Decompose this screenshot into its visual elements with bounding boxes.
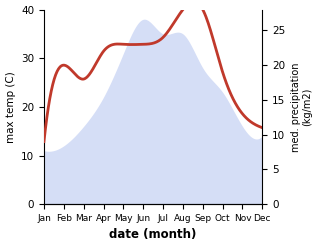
Y-axis label: max temp (C): max temp (C): [5, 71, 16, 143]
Y-axis label: med. precipitation
(kg/m2): med. precipitation (kg/m2): [291, 62, 313, 152]
X-axis label: date (month): date (month): [109, 228, 197, 242]
